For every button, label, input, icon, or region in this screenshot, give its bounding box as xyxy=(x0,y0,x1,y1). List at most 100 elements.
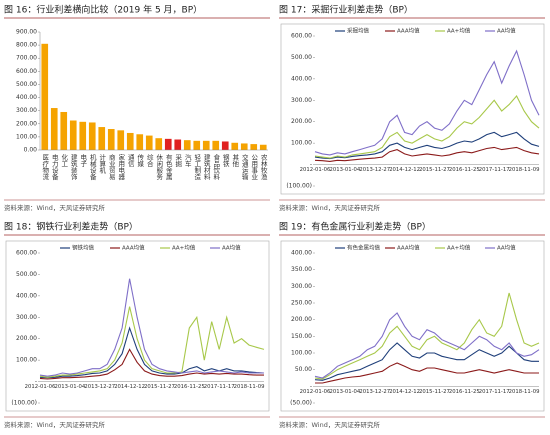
bar xyxy=(136,134,144,150)
y-tick-label: 500.00 xyxy=(291,54,312,61)
legend-label: AAA均值 xyxy=(397,244,420,252)
x-tick-label: 2015-11-27 xyxy=(419,167,450,173)
x-tick-label: 2018-11-09 xyxy=(509,389,540,395)
y-tick-label: 100.00 xyxy=(291,140,312,147)
y-tick-label: 400.00 xyxy=(16,292,37,299)
legend-label: 采掘均值 xyxy=(347,27,370,35)
series-line xyxy=(314,312,540,379)
y-tick-label: 400.00 xyxy=(291,250,312,257)
panel-title: 图 17：采掘行业利差走势（BP） xyxy=(279,4,413,16)
x-tick-label: 2013-12-27 xyxy=(84,384,115,390)
y-tick-label: 200.00 xyxy=(16,335,37,342)
x-tick-label: 建筑装饰 xyxy=(69,153,77,182)
x-tick-label: 商业贸易 xyxy=(107,153,115,182)
bar xyxy=(174,139,182,150)
bar xyxy=(164,138,172,150)
bar xyxy=(155,138,163,150)
series-line xyxy=(315,362,539,384)
x-tick-label: 轻工制造 xyxy=(193,153,201,182)
x-tick-label: 2013-01-04 xyxy=(329,167,360,173)
bar xyxy=(250,144,258,150)
x-tick-label: 2016-11-25 xyxy=(449,167,480,173)
x-tick-label: 其他 xyxy=(231,154,239,169)
x-tick-label: 建筑材料 xyxy=(202,153,210,182)
y-tick-label: 900.00 xyxy=(16,29,37,36)
x-tick-label: 汽车 xyxy=(183,153,191,169)
y-tick-label: 350.00 xyxy=(291,266,312,273)
series-line xyxy=(314,95,540,159)
series-line xyxy=(39,348,264,380)
x-tick-label: 2018-11-09 xyxy=(234,384,265,390)
series-line xyxy=(314,292,540,380)
y-tick-label: 300.00 xyxy=(291,97,312,104)
x-tick-label: 计算机 xyxy=(98,153,106,175)
y-tick-label: 400.00 xyxy=(16,94,37,101)
x-tick-label: 综合 xyxy=(145,153,153,169)
panel: 图 16：行业利差横向比较（2019 年 5 月，BP） 资料来源：Wind，天风… xyxy=(4,4,270,212)
y-tick-label: 600.00 xyxy=(291,33,312,40)
series-line xyxy=(314,146,540,162)
bar xyxy=(231,142,239,150)
panel-title: 图 18：钢铁行业利差走势（BP） xyxy=(4,221,138,233)
legend-label: AAA均值 xyxy=(397,27,420,35)
x-tick-label: 医疗物流 xyxy=(41,154,49,182)
bar xyxy=(145,135,153,150)
bar xyxy=(107,129,115,150)
x-tick-label: 交通运输 xyxy=(240,153,248,182)
x-tick-label: 化工 xyxy=(60,153,68,168)
y-tick-label: 500.00 xyxy=(16,81,37,88)
bar xyxy=(98,127,106,150)
series-line xyxy=(39,326,265,379)
legend-label: AA均值 xyxy=(497,244,516,252)
legend-label: 有色金属均值 xyxy=(347,244,381,252)
bar xyxy=(183,140,191,150)
series-line xyxy=(314,49,540,156)
x-tick-label: 2014-12-12 xyxy=(114,384,145,390)
x-tick-label: 2013-01-04 xyxy=(54,384,85,390)
bar xyxy=(221,141,229,150)
y-tick-label: - xyxy=(310,161,312,168)
legend-label: AA+均值 xyxy=(447,27,471,35)
y-tick-label: - xyxy=(35,378,37,385)
y-tick-label: 300.00 xyxy=(16,314,37,321)
x-tick-label: 食品饮料 xyxy=(212,153,220,182)
y-tick-label: 800.00 xyxy=(16,42,37,49)
x-tick-label: 2014-12-12 xyxy=(389,167,420,173)
x-tick-label: 公用事业 xyxy=(250,154,258,180)
y-tick-label: 600.00 xyxy=(16,250,37,257)
x-tick-label: 2012-01-06 xyxy=(300,389,331,395)
bar xyxy=(259,144,267,150)
bar xyxy=(117,130,125,150)
x-tick-label: 2017-11-17 xyxy=(204,384,235,390)
x-tick-label: 2015-11-27 xyxy=(419,389,450,395)
source-note: 资料来源：Wind，天风证券研究所 xyxy=(4,420,105,429)
legend-label: AA均值 xyxy=(222,244,241,252)
y-tick-label: 300.00 xyxy=(291,283,312,290)
x-tick-label: 传媒 xyxy=(136,153,144,169)
source-note: 资料来源：Wind，天风证券研究所 xyxy=(4,203,105,212)
x-tick-label: 通信 xyxy=(126,153,134,169)
panel-title: 图 16：行业利差横向比较（2019 年 5 月，BP） xyxy=(4,4,202,16)
y-tick-label: 400.00 xyxy=(291,75,312,82)
x-tick-label: 2016-11-25 xyxy=(174,384,205,390)
x-tick-label: 电力设备 xyxy=(50,153,58,182)
y-tick-label: 250.00 xyxy=(291,300,312,307)
y-tick-label: (50.00) xyxy=(290,400,312,407)
bar xyxy=(79,121,87,150)
y-tick-label: (100.00) xyxy=(11,400,37,407)
y-tick-label: 0.00 xyxy=(24,147,38,154)
plot-frame xyxy=(280,23,545,195)
x-tick-label: 2013-12-27 xyxy=(359,389,390,395)
x-tick-label: 钢铁 xyxy=(221,154,229,169)
y-tick-label: 500.00 xyxy=(16,271,37,278)
y-tick-label: (100.00) xyxy=(286,183,312,190)
panel: 图 19：有色金属行业利差走势（BP） 资料来源：Wind，天风证券研究所 (50.… xyxy=(279,221,545,429)
y-tick-label: 700.00 xyxy=(16,55,37,62)
x-tick-label: 休闲服务 xyxy=(155,153,163,182)
x-tick-label: 2014-12-12 xyxy=(389,389,420,395)
x-tick-label: 2012-01-06 xyxy=(25,384,56,390)
y-tick-label: 150.00 xyxy=(291,333,312,340)
y-tick-label: 600.00 xyxy=(16,68,37,75)
x-tick-label: 2013-01-04 xyxy=(329,389,360,395)
